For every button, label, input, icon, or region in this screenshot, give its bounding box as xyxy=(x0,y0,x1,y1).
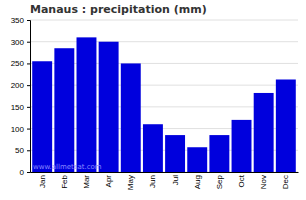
tick-mark xyxy=(27,42,30,43)
tick: 300 xyxy=(11,38,30,47)
tick-label: Aug xyxy=(193,175,202,189)
tick-label: 350 xyxy=(11,16,25,25)
tick-label: Feb xyxy=(60,174,69,188)
axis-domain xyxy=(27,21,31,173)
bar xyxy=(254,93,274,172)
tick-label: Apr xyxy=(104,175,113,188)
tick-label: 200 xyxy=(11,81,25,90)
tick: Feb xyxy=(60,174,69,188)
bars xyxy=(32,37,296,172)
tick-label: 100 xyxy=(11,125,25,134)
bar xyxy=(143,124,163,172)
plot: 050100150200250300350JanFebMarAprMayJunJ… xyxy=(11,16,299,190)
tick-label: 150 xyxy=(11,103,25,112)
tick-label: 50 xyxy=(15,146,24,155)
annotations: www.allmetsat.com xyxy=(33,163,102,171)
tick-mark xyxy=(27,172,30,173)
tick-label: Oct xyxy=(237,174,246,187)
tick: Aug xyxy=(193,175,202,189)
tick-mark xyxy=(27,150,30,151)
tick-label: 300 xyxy=(11,38,25,47)
tick: 250 xyxy=(11,59,30,68)
tick: Apr xyxy=(104,175,113,188)
axis-domain xyxy=(31,172,299,173)
tick: May xyxy=(126,175,135,190)
tick-mark xyxy=(27,85,30,86)
bar xyxy=(209,135,229,172)
bar xyxy=(77,37,97,172)
bar xyxy=(232,120,252,172)
tick: Nov xyxy=(259,175,268,189)
tick-label: Jun xyxy=(148,175,157,188)
tick-label: Jan xyxy=(38,175,47,188)
grid xyxy=(30,20,298,172)
tick-label: Dec xyxy=(281,175,290,189)
tick: 150 xyxy=(11,103,30,112)
tick: Mar xyxy=(82,175,91,189)
tick-mark xyxy=(27,107,30,108)
tick-mark xyxy=(27,63,30,64)
bar xyxy=(121,63,141,172)
tick: 0 xyxy=(20,168,30,177)
bar xyxy=(54,48,74,172)
tick-label: Sep xyxy=(215,174,224,189)
tick-label: 250 xyxy=(11,59,25,68)
watermark: www.allmetsat.com xyxy=(33,163,102,171)
bar xyxy=(165,135,185,172)
tick: Jul xyxy=(171,175,180,185)
tick: Oct xyxy=(237,174,246,187)
tick: 50 xyxy=(15,146,30,155)
tick-label: Jul xyxy=(171,175,180,185)
bar xyxy=(32,61,52,172)
tick: 100 xyxy=(11,125,30,134)
grid-line xyxy=(30,41,298,42)
tick: Jan xyxy=(38,175,47,188)
y-axis: 0 50 100 150 200 250 300 350 xyxy=(11,16,31,177)
tick-label: Nov xyxy=(259,175,268,189)
bar xyxy=(187,147,207,172)
tick-label: 0 xyxy=(20,168,25,177)
tick-mark xyxy=(27,20,30,21)
tick: Dec xyxy=(281,175,290,189)
tick: Jun xyxy=(148,175,157,188)
chart: 050100150200250300350JanFebMarAprMayJunJ… xyxy=(0,0,306,200)
tick: Sep xyxy=(215,174,224,189)
grid-line xyxy=(30,20,298,21)
bar xyxy=(276,79,296,172)
title: Manaus : precipitation (mm) xyxy=(30,3,207,16)
tick-label: May xyxy=(126,175,135,190)
bar xyxy=(99,42,119,172)
tick-mark xyxy=(27,129,30,130)
tick: 200 xyxy=(11,81,30,90)
tick-label: Mar xyxy=(82,175,91,189)
x-axis: Jan Feb Mar Apr May Jun Jul Aug Sep Oct Nov Dec xyxy=(31,173,299,191)
tick: 350 xyxy=(11,16,30,25)
